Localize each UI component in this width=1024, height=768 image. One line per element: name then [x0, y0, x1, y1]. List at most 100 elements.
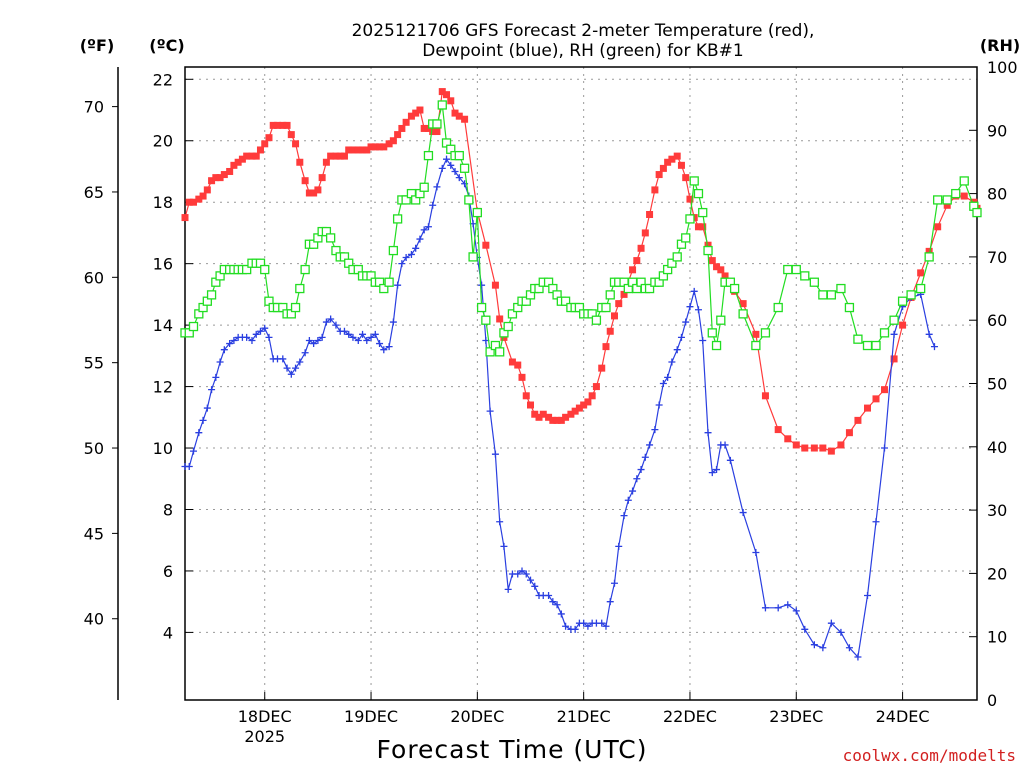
2-meter-temperature-point: [592, 383, 600, 391]
relative-humidity-point: [260, 264, 270, 275]
dewpoint-point: [380, 346, 388, 354]
2-meter-temperature-point: [340, 152, 348, 160]
2-meter-temperature-point: [602, 343, 610, 351]
2-meter-temperature-point: [819, 444, 827, 452]
dewpoint-point: [438, 164, 446, 172]
dewpoint-point: [345, 330, 353, 338]
dewpoint-point: [500, 542, 508, 550]
2-meter-temperature-point: [752, 330, 760, 338]
chart-title-line2: Dewpoint (blue), RH (green) for KB#1: [422, 41, 743, 61]
dewpoint-point: [491, 450, 499, 458]
dewpoint-point: [292, 364, 300, 372]
relative-humidity-point: [672, 252, 682, 262]
dewpoint-point: [412, 244, 420, 252]
2-meter-temperature-point: [269, 121, 277, 129]
fahrenheit-tick-label: 45: [84, 524, 104, 543]
x-tick-label: 23DEC: [769, 707, 823, 726]
dewpoint-point: [522, 570, 530, 578]
2-meter-temperature-point: [925, 247, 933, 255]
2-meter-temperature-point: [659, 164, 667, 172]
dewpoint-point: [230, 336, 238, 344]
2-meter-temperature-point: [181, 214, 189, 222]
dewpoint-point: [429, 201, 437, 209]
relative-humidity-point: [464, 195, 474, 205]
dewpoint-point: [443, 155, 451, 163]
2-meter-temperature-point: [327, 152, 335, 160]
2-meter-temperature-point: [398, 124, 406, 132]
relative-humidity-point: [459, 163, 470, 173]
dewpoint-point: [606, 598, 614, 606]
2-meter-temperature-point: [845, 429, 853, 437]
celsius-tick-label: 12: [153, 378, 173, 397]
dewpoint-point: [641, 453, 649, 461]
rh-tick-label: 50: [987, 375, 1007, 394]
2-meter-temperature-point: [557, 416, 565, 424]
fahrenheit-tick-label: 55: [84, 354, 104, 373]
2-meter-temperature-point: [185, 198, 193, 206]
dewpoint-point: [296, 358, 304, 366]
relative-humidity-point: [481, 315, 491, 325]
dewpoint-point: [340, 327, 348, 335]
dewpoint-point: [549, 598, 557, 606]
relative-humidity-point: [644, 283, 655, 294]
relative-humidity-point: [379, 283, 389, 294]
relative-humidity-point: [419, 182, 429, 192]
2-meter-temperature-point: [212, 174, 220, 182]
2-meter-temperature-point: [279, 121, 287, 129]
rh-tick-label: 0: [987, 691, 997, 710]
rh-unit-label: (RH): [980, 36, 1020, 55]
2-meter-temperature-point: [310, 189, 318, 197]
2-meter-temperature-point: [699, 223, 707, 231]
relative-humidity-point: [681, 233, 691, 243]
dewpoint-point: [545, 592, 553, 600]
relative-humidity-point: [711, 340, 722, 351]
celsius-tick-label: 18: [153, 193, 173, 212]
2-meter-temperature-point: [491, 281, 499, 289]
2-meter-temperature-point: [203, 186, 211, 194]
2-meter-temperature-point: [960, 192, 968, 200]
2-meter-temperature-point: [380, 143, 388, 151]
2-meter-temperature-point: [531, 410, 539, 418]
chart-title-line1: 2025121706 GFS Forecast 2-meter Temperat…: [352, 21, 815, 41]
celsius-tick-label: 10: [153, 439, 173, 458]
relative-humidity-point: [703, 245, 713, 256]
2-meter-temperature-point: [385, 140, 393, 148]
2-meter-temperature-point: [633, 257, 641, 265]
2-meter-temperature-point: [305, 189, 313, 197]
rh-tick-label: 70: [987, 248, 1007, 267]
dewpoint-point: [827, 619, 835, 627]
dewpoint-point: [704, 429, 712, 437]
dewpoint-point: [677, 333, 685, 341]
dewpoint-point: [721, 441, 729, 449]
2-meter-temperature-point: [455, 112, 463, 120]
2-meter-temperature-point: [301, 177, 309, 185]
2-meter-temperature-point: [784, 435, 792, 443]
2-meter-temperature-point: [482, 241, 490, 249]
2-meter-temperature-point: [416, 106, 424, 114]
relative-humidity-point: [698, 207, 708, 218]
dewpoint-point: [243, 333, 251, 341]
2-meter-temperature-point: [234, 158, 242, 166]
relative-humidity-point: [862, 340, 873, 351]
x-tick-label: 19DEC: [344, 707, 398, 726]
2-meter-temperature-point: [283, 121, 291, 129]
relative-humidity-point: [401, 195, 411, 205]
2-meter-temperature-point: [549, 416, 557, 424]
dewpoint-point: [514, 570, 522, 578]
2-meter-temperature-point: [359, 146, 367, 154]
dewpoint-point: [925, 330, 933, 338]
relative-humidity-point: [242, 264, 252, 275]
2-meter-temperature-point: [580, 401, 588, 409]
dewpoint-point: [655, 401, 663, 409]
2-meter-temperature-point: [451, 109, 459, 117]
dewpoint-point: [845, 644, 853, 652]
2-meter-temperature-point: [641, 229, 649, 237]
x-axis-title: Forecast Time (UTC): [377, 735, 648, 764]
dewpoint-point: [580, 619, 588, 627]
2-meter-temperature-point: [190, 198, 198, 206]
x-tick-label: 20DEC: [450, 707, 504, 726]
2-meter-temperature-point: [571, 407, 579, 415]
relative-humidity-point: [685, 214, 695, 224]
2-meter-temperature-point: [584, 398, 592, 406]
rh-tick-label: 90: [987, 121, 1007, 140]
